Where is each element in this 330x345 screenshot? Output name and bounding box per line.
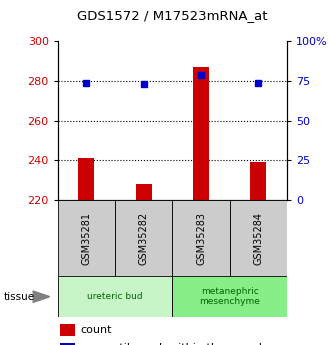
Polygon shape bbox=[33, 292, 49, 302]
Text: GSM35282: GSM35282 bbox=[139, 211, 149, 265]
Text: GSM35284: GSM35284 bbox=[253, 211, 263, 265]
Bar bbox=[230, 200, 287, 276]
Bar bbox=[58, 200, 115, 276]
Text: count: count bbox=[81, 325, 112, 335]
Text: ureteric bud: ureteric bud bbox=[87, 292, 143, 301]
Bar bbox=[58, 276, 173, 317]
Text: GSM35283: GSM35283 bbox=[196, 211, 206, 265]
Text: GDS1572 / M17523mRNA_at: GDS1572 / M17523mRNA_at bbox=[77, 9, 268, 22]
Text: tissue: tissue bbox=[3, 292, 34, 302]
Bar bbox=[250, 162, 266, 200]
Bar bbox=[173, 276, 287, 317]
Bar bbox=[115, 200, 173, 276]
Bar bbox=[60, 324, 75, 336]
Text: percentile rank within the sample: percentile rank within the sample bbox=[81, 343, 269, 345]
Bar bbox=[60, 343, 75, 345]
Bar bbox=[173, 200, 230, 276]
Text: metanephric
mesenchyme: metanephric mesenchyme bbox=[199, 287, 260, 306]
Bar bbox=[136, 184, 152, 200]
Bar bbox=[193, 67, 209, 200]
Bar bbox=[79, 158, 94, 200]
Text: GSM35281: GSM35281 bbox=[82, 211, 91, 265]
